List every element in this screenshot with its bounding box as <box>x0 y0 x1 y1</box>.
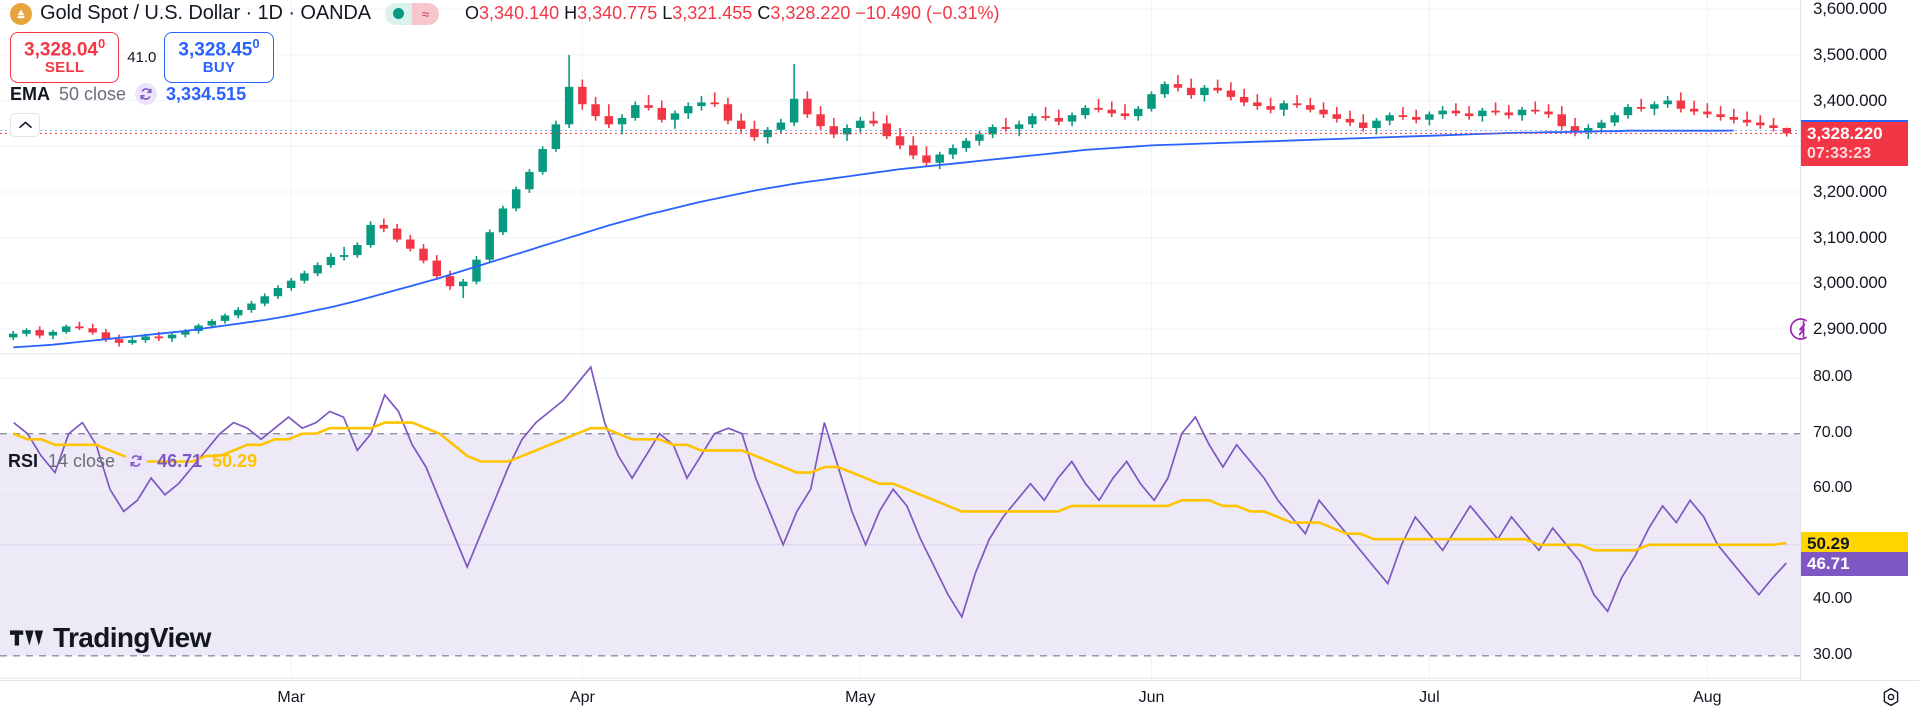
change-percent: (−0.31%) <box>926 3 1000 23</box>
timezone-clock-icon[interactable] <box>1881 687 1901 712</box>
wave-icon[interactable]: ≈ <box>412 2 440 25</box>
symbol-name[interactable]: Gold Spot / U.S. Dollar · 1D · OANDA <box>40 2 372 24</box>
rsi-axis-tick: 60.00 <box>1813 479 1853 497</box>
price-axis[interactable]: 3,600.000 3,500.000 3,400.000 3,200.000 3,10… <box>1800 0 1919 680</box>
collapse-pane-button[interactable] <box>10 113 40 137</box>
tradingview-watermark: TradingView <box>10 622 211 654</box>
chart-canvas[interactable] <box>0 0 1800 680</box>
time-axis-tick: Mar <box>277 689 305 706</box>
time-axis-tick: Jul <box>1419 689 1440 706</box>
buy-price: 3,328.450 <box>178 36 260 61</box>
price-axis-tick: 3,600.000 <box>1813 0 1887 19</box>
rsi-refresh-icon[interactable] <box>125 450 148 472</box>
chart-legend-header: Gold Spot / U.S. Dollar · 1D · OANDA ≈ O… <box>10 2 1000 25</box>
ema-name: EMA <box>10 83 50 104</box>
high-key: H <box>564 3 578 23</box>
time-axis-tick: Aug <box>1693 689 1722 706</box>
high-value: 3,340.775 <box>577 3 658 23</box>
open-key: O <box>465 3 480 23</box>
ema-value: 3,334.515 <box>166 83 247 104</box>
sell-price: 3,328.040 <box>24 36 106 61</box>
last-price-label: 3,328.220 07:33:23 <box>1801 122 1908 167</box>
rsi-name: RSI <box>8 450 39 471</box>
ohlc-values: O3,340.140 H3,340.775 L3,321.455 C3,328.… <box>465 3 1000 24</box>
rsi-indicator-legend[interactable]: RSI 14 close 46.71 50.29 <box>8 450 257 472</box>
price-axis-tick: 3,200.000 <box>1813 182 1887 201</box>
low-value: 3,321.455 <box>672 3 753 23</box>
ema-indicator-legend[interactable]: EMA 50 close 3,334.515 <box>10 83 246 105</box>
alert-bolt-icon[interactable] <box>1789 316 1815 347</box>
price-axis-tick: 3,000.000 <box>1813 273 1887 293</box>
chart-plot-area[interactable] <box>0 0 1800 680</box>
time-axis[interactable]: Mar Apr May Jun Jul Aug <box>0 680 1919 714</box>
last-price-value: 3,328.220 <box>1807 124 1883 144</box>
time-axis-tick: May <box>845 689 876 706</box>
low-key: L <box>662 3 673 23</box>
rsi-axis-label: 46.71 <box>1801 552 1908 577</box>
spread-value: 41.0 <box>127 49 157 66</box>
close-value: 3,328.220 <box>770 3 851 23</box>
legend-chips[interactable]: ≈ <box>385 2 440 25</box>
sell-button[interactable]: 3,328.040 SELL <box>10 32 120 84</box>
status-dot-icon[interactable] <box>385 2 413 25</box>
price-axis-tick: 2,900.000 <box>1813 319 1887 339</box>
trade-widget: 3,328.040 SELL 41.0 3,328.450 BUY <box>10 32 274 84</box>
buy-button[interactable]: 3,328.450 BUY <box>164 32 274 84</box>
change-value: −10.490 <box>855 3 921 23</box>
refresh-icon[interactable] <box>135 83 158 105</box>
rsi-axis-tick: 40.00 <box>1813 590 1853 608</box>
open-value: 3,340.140 <box>479 3 560 23</box>
rsi-ma-value: 50.29 <box>212 450 258 471</box>
price-axis-tick: 3,400.000 <box>1813 90 1887 110</box>
time-axis-tick: Jun <box>1138 689 1165 706</box>
countdown-timer: 07:33:23 <box>1807 145 1872 163</box>
ema-args: 50 close <box>59 83 127 104</box>
rsi-axis-tick: 30.00 <box>1813 645 1853 663</box>
time-axis-tick: Apr <box>569 689 595 706</box>
rsi-args: 14 close <box>48 450 116 471</box>
buy-label: BUY <box>202 59 236 77</box>
watermark-text: TradingView <box>53 622 211 653</box>
tradingview-logo-icon <box>10 630 44 646</box>
rsi-axis-tick: 80.00 <box>1813 368 1853 386</box>
gold-spot-logo-icon <box>10 2 32 25</box>
rsi-axis-tick: 70.00 <box>1813 423 1853 441</box>
rsi-value: 46.71 <box>157 450 203 471</box>
sell-label: SELL <box>44 59 85 77</box>
price-axis-tick: 3,100.000 <box>1813 227 1887 247</box>
price-axis-tick: 3,500.000 <box>1813 44 1887 64</box>
close-key: C <box>757 3 771 23</box>
